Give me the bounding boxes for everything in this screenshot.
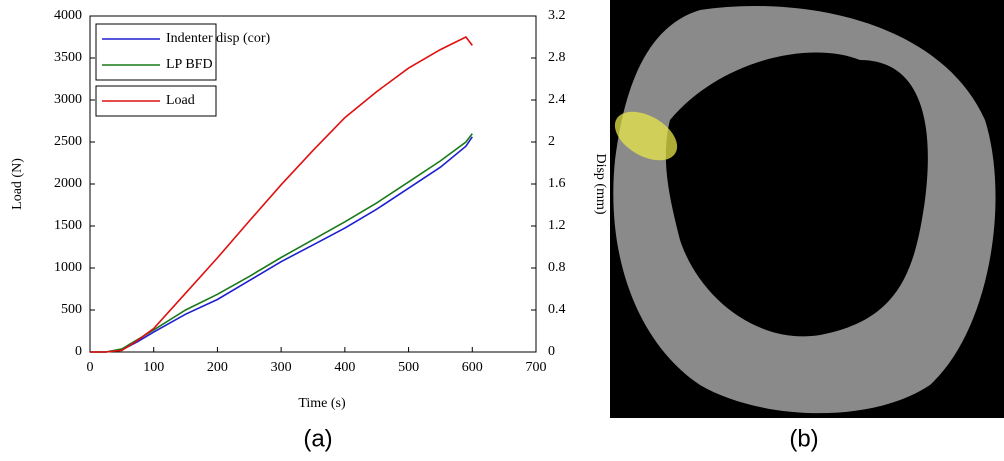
legend-label: Load <box>166 93 195 108</box>
y-tick-label: 3000 <box>54 92 82 107</box>
x-tick-label: 500 <box>398 360 419 375</box>
panel-label: (a) <box>303 425 332 452</box>
y2-tick-label: 3.2 <box>548 8 566 23</box>
legend-label: Indenter disp (cor) <box>166 31 271 46</box>
panel-label: (b) <box>789 425 818 452</box>
x-tick-label: 400 <box>334 360 355 375</box>
y-tick-label: 1000 <box>54 260 82 275</box>
y-axis-label: Load (N) <box>10 158 25 210</box>
x-tick-label: 300 <box>271 360 292 375</box>
x-tick-label: 200 <box>207 360 228 375</box>
y-tick-label: 2000 <box>54 176 82 191</box>
y2-tick-label: 2.4 <box>548 92 566 107</box>
x-tick-label: 700 <box>526 360 547 375</box>
y-tick-label: 4000 <box>54 8 82 23</box>
y2-tick-label: 1.6 <box>548 176 566 191</box>
y-tick-label: 3500 <box>54 50 82 65</box>
y2-axis-label: Disp (mm) <box>593 153 608 214</box>
y2-tick-label: 2.8 <box>548 50 566 65</box>
y-tick-label: 2500 <box>54 134 82 149</box>
legend-box <box>95 23 217 81</box>
x-tick-label: 600 <box>462 360 483 375</box>
line-series <box>90 35 473 353</box>
x-axis-label: Time (s) <box>298 396 346 411</box>
x-tick-label: 0 <box>87 360 94 375</box>
x-tick-label: 100 <box>143 360 164 375</box>
y-tick-label: 0 <box>75 344 82 359</box>
y-tick-label: 500 <box>61 302 82 317</box>
y2-tick-label: 2 <box>548 134 555 149</box>
y2-tick-label: 0.4 <box>548 302 566 317</box>
legend-label: LP BFD <box>166 57 213 72</box>
y2-tick-label: 0.8 <box>548 260 566 275</box>
y-tick-label: 1500 <box>54 218 82 233</box>
bone-image <box>610 0 1004 418</box>
line-series <box>90 133 473 353</box>
line-series <box>90 136 473 353</box>
y2-tick-label: 1.2 <box>548 218 566 233</box>
y2-tick-label: 0 <box>548 344 555 359</box>
